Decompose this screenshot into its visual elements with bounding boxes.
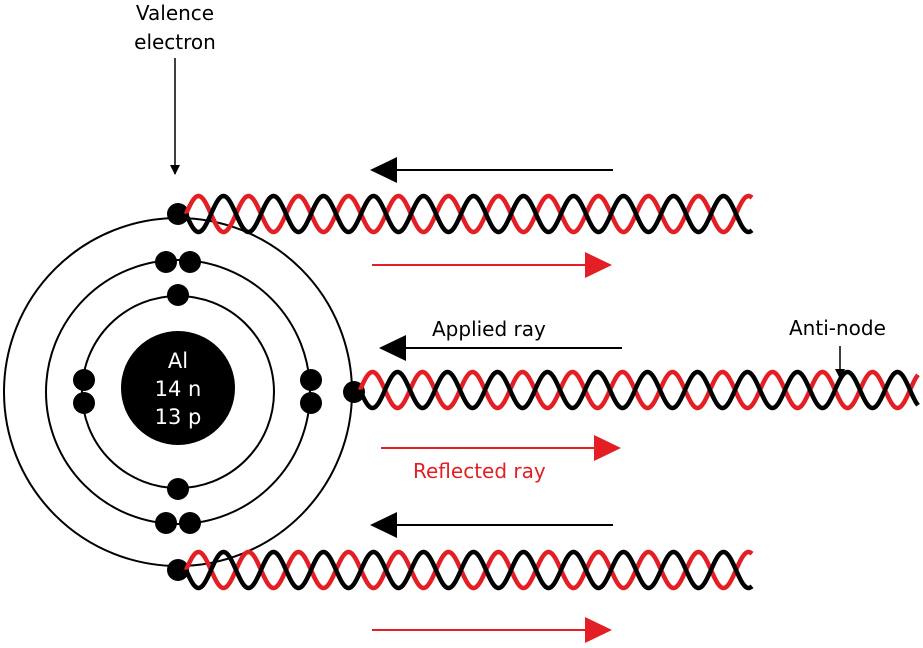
- middle-shell: [45, 259, 311, 525]
- anti-node-label: Anti-node: [789, 316, 886, 340]
- electron: [300, 392, 322, 414]
- applied-wave-top: [183, 193, 754, 235]
- nucleus-circle: [121, 331, 235, 445]
- electron: [73, 369, 95, 391]
- reflected-wave-top: [183, 193, 754, 235]
- electron: [167, 478, 189, 500]
- electron: [155, 251, 177, 273]
- reflected-arrow-top: [372, 252, 612, 278]
- nucleus-protons: 13 p: [155, 405, 202, 429]
- reflected-arrow-bottom: [372, 617, 612, 643]
- reflected-arrow-middle: [381, 435, 621, 461]
- reflected-ray-label: Reflected ray: [413, 459, 546, 483]
- applied-arrow-middle: [379, 335, 622, 361]
- valence-electron: [167, 559, 189, 581]
- applied-arrow-top: [370, 157, 613, 183]
- valence-label-line2: electron: [134, 30, 216, 54]
- nucleus-neutrons: 14 n: [155, 377, 202, 401]
- applied-ray-label: Applied ray: [432, 317, 546, 341]
- electron: [179, 251, 201, 273]
- applied-wave-middle: [357, 369, 920, 411]
- nucleus-element: Al: [168, 349, 188, 373]
- electron: [179, 512, 201, 534]
- reflected-wave-middle: [357, 369, 920, 411]
- electron: [167, 284, 189, 306]
- valence-electron: [167, 203, 189, 225]
- electron: [73, 392, 95, 414]
- reflected-wave-bottom: [183, 549, 754, 591]
- electron: [300, 369, 322, 391]
- applied-wave-bottom: [183, 549, 754, 591]
- valence-label-line1: Valence: [136, 1, 214, 25]
- nucleus: Al 14 n 13 p: [121, 331, 235, 445]
- electron: [155, 512, 177, 534]
- applied-arrow-bottom: [370, 512, 613, 538]
- electrons: [73, 203, 365, 581]
